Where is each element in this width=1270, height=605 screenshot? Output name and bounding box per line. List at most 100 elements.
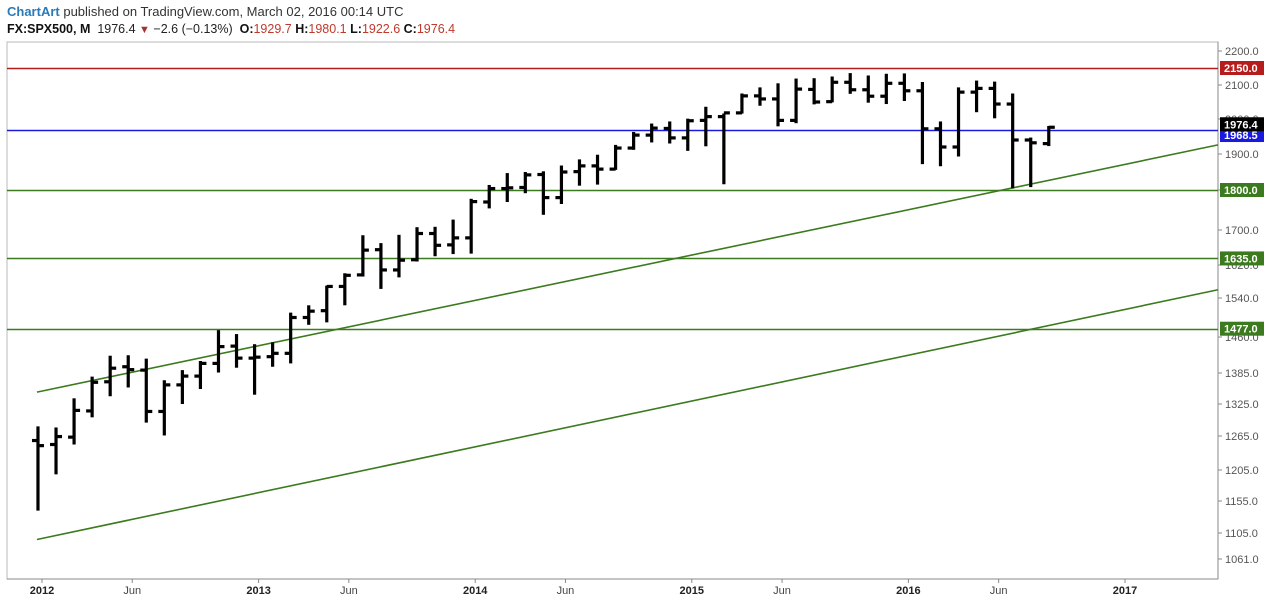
ohlc-bar[interactable] xyxy=(483,184,496,209)
ohlc-bar[interactable] xyxy=(1042,125,1055,147)
plot-area[interactable] xyxy=(6,41,1219,580)
time-tick-label: 2015 xyxy=(680,585,704,597)
ohlc-bar[interactable] xyxy=(176,370,189,404)
ohlc-bar[interactable] xyxy=(916,81,929,165)
ohlc-bar[interactable] xyxy=(753,87,766,106)
ohlc-bar[interactable] xyxy=(826,76,839,104)
ohlc-bar[interactable] xyxy=(844,73,857,94)
price-tick-label: 1900.0 xyxy=(1225,149,1259,161)
price-tick-label: 1105.0 xyxy=(1225,528,1258,540)
ohlc-bar[interactable] xyxy=(338,273,351,306)
ohlc-bar[interactable] xyxy=(68,398,81,445)
high-value: 1980.1 xyxy=(308,22,347,36)
ohlc-bar[interactable] xyxy=(104,355,117,397)
ohlc-bar[interactable] xyxy=(555,165,568,204)
ohlc-bar[interactable] xyxy=(573,159,586,186)
ohlc-bar[interactable] xyxy=(862,75,875,103)
trendline[interactable] xyxy=(36,288,1219,541)
ohlc-bar[interactable] xyxy=(790,78,803,124)
chart-header: ChartArt published on TradingView.com, M… xyxy=(0,0,1270,42)
ohlc-bar[interactable] xyxy=(31,426,44,511)
price-tag-label: 1635.0 xyxy=(1224,253,1258,265)
low-label: L: xyxy=(350,22,362,36)
ohlc-bar[interactable] xyxy=(970,80,983,113)
ohlc-bar[interactable] xyxy=(735,93,748,115)
author-link[interactable]: ChartArt xyxy=(7,4,60,19)
price-tick-label: 2200.0 xyxy=(1225,46,1259,58)
level-price-tag: 1635.0 xyxy=(1220,251,1264,266)
price-tag-background xyxy=(1220,251,1264,266)
time-tick-label: 2014 xyxy=(463,585,488,597)
ohlc-bar[interactable] xyxy=(86,376,99,418)
trendline[interactable] xyxy=(36,144,1219,393)
time-tick-label: Jun xyxy=(123,585,141,597)
ohlc-bar[interactable] xyxy=(645,123,658,143)
ohlc-bar[interactable] xyxy=(934,121,947,167)
ohlc-bar-group xyxy=(31,73,1055,511)
ohlc-bar[interactable] xyxy=(374,243,387,289)
ohlc-bar[interactable] xyxy=(501,173,514,202)
time-tick-label: 2017 xyxy=(1113,585,1137,597)
ohlc-bar[interactable] xyxy=(898,73,911,101)
ohlc-bar[interactable] xyxy=(284,312,297,364)
ohlc-bar[interactable] xyxy=(140,358,153,423)
symbol-label[interactable]: FX:SPX500, M xyxy=(7,22,91,36)
ohlc-bar[interactable] xyxy=(627,131,640,150)
ohlc-bar[interactable] xyxy=(465,198,478,254)
ohlc-bar[interactable] xyxy=(429,226,442,257)
ohlc-bar[interactable] xyxy=(392,234,405,278)
ohlc-bar[interactable] xyxy=(609,144,622,171)
ohlc-bar[interactable] xyxy=(212,330,225,373)
ohlc-bar[interactable] xyxy=(537,171,550,215)
price-tag-group: 2150.0 1968.5 1800.0 1635.0 1477.0 1976.4 xyxy=(1220,61,1264,336)
ohlc-bar[interactable] xyxy=(320,284,333,323)
last-price-tag: 1976.4 xyxy=(1220,117,1264,132)
quote-line: FX:SPX500, M 1976.4 ▼ −2.6 (−0.13%) O:19… xyxy=(7,22,455,36)
price-tick-label: 1700.0 xyxy=(1225,225,1259,237)
price-tag-label: 2150.0 xyxy=(1224,63,1258,75)
ohlc-bar[interactable] xyxy=(772,83,785,127)
close-label: C: xyxy=(403,22,417,36)
ohlc-bar[interactable] xyxy=(230,334,243,368)
time-axis[interactable]: 2012 Jun 2013 Jun 2014 Jun 2015 Jun 2016 Jun 2017 xyxy=(30,579,1137,597)
price-tag-label: 1477.0 xyxy=(1224,324,1258,336)
ohlc-bar[interactable] xyxy=(356,235,369,277)
price-tag-label: 1976.4 xyxy=(1224,119,1259,131)
price-tick-label: 1205.0 xyxy=(1225,465,1259,477)
time-tick-label: 2016 xyxy=(896,585,920,597)
ohlc-bar[interactable] xyxy=(808,78,821,105)
ohlc-bar[interactable] xyxy=(519,172,532,194)
ohlc-bar[interactable] xyxy=(266,342,279,367)
ohlc-bar[interactable] xyxy=(50,427,63,475)
ohlc-bar[interactable] xyxy=(302,305,315,325)
price-tick-label: 1325.0 xyxy=(1225,399,1259,411)
price-tag-label: 1800.0 xyxy=(1224,185,1258,197)
ohlc-bar[interactable] xyxy=(880,73,893,105)
ohlc-bar[interactable] xyxy=(1024,137,1037,188)
ohlc-bar[interactable] xyxy=(699,106,712,147)
ohlc-bar[interactable] xyxy=(663,121,676,144)
ohlc-bar[interactable] xyxy=(591,154,604,185)
ohlc-bar[interactable] xyxy=(988,81,1001,119)
ohlc-bar[interactable] xyxy=(122,355,135,388)
open-label: O: xyxy=(239,22,254,36)
level-price-tag: 2150.0 xyxy=(1220,61,1264,75)
price-tick-label: 1385.0 xyxy=(1225,368,1259,380)
price-change: −2.6 (−0.13%) xyxy=(153,22,233,36)
price-tag-background xyxy=(1220,321,1264,336)
ohlc-bar[interactable] xyxy=(952,87,965,157)
time-tick-label: Jun xyxy=(990,585,1008,597)
down-arrow-icon: ▼ xyxy=(139,24,150,36)
ohlc-bar[interactable] xyxy=(681,118,694,151)
price-axis[interactable]: 1061.0 1105.0 1155.0 1205.0 1265.0 1325.0 1385… xyxy=(1218,46,1259,566)
ohlc-bar[interactable] xyxy=(194,361,207,390)
ohlc-bar[interactable] xyxy=(158,380,171,436)
ohlc-bar[interactable] xyxy=(1006,93,1019,189)
publish-info: ChartArt published on TradingView.com, M… xyxy=(7,4,403,19)
ohlc-bar[interactable] xyxy=(411,227,424,262)
ohlc-bar[interactable] xyxy=(717,111,730,185)
ohlc-bar[interactable] xyxy=(447,219,460,255)
price-tag-background xyxy=(1220,128,1264,143)
ohlc-bar[interactable] xyxy=(248,344,261,395)
